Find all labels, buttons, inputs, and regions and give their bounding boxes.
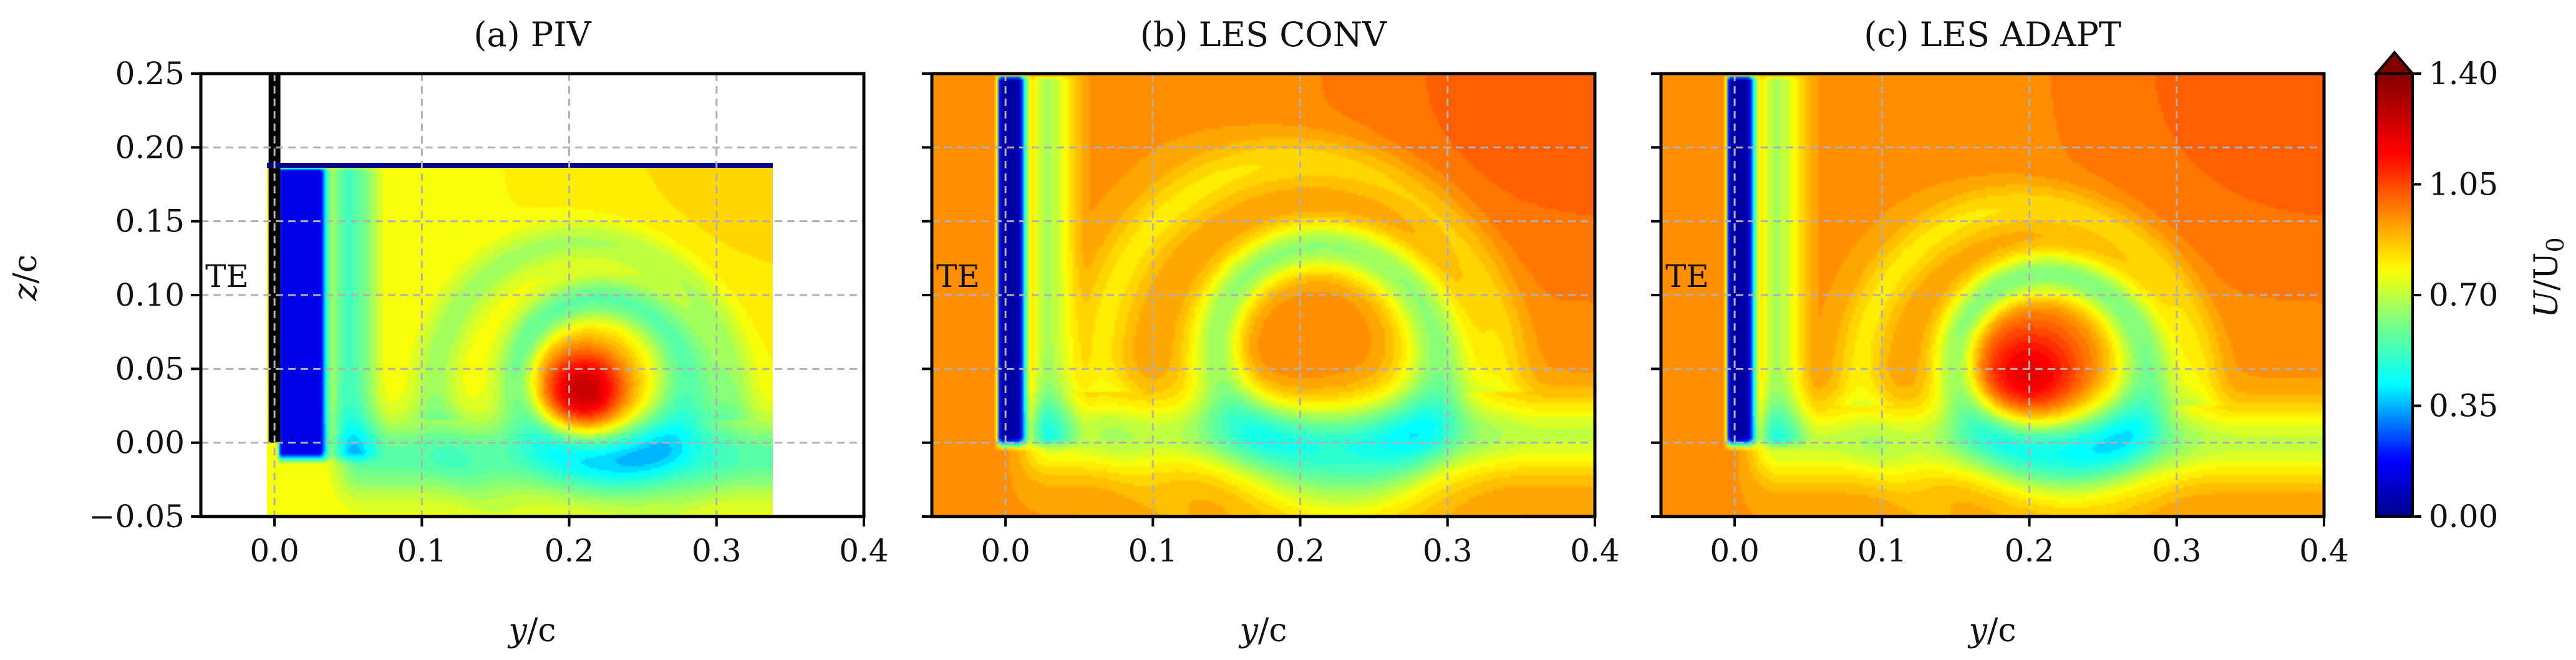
colorbar-tick-label: 1.05 <box>2429 167 2498 203</box>
colorbar-extend-arrow <box>2373 50 2416 75</box>
contour-field <box>267 165 773 517</box>
panel-title: (b) LES CONV <box>1140 15 1387 54</box>
x-axis-label: y/c <box>1967 612 2016 649</box>
colorbar: 0.00 0.35 0.70 1.05 1.40 <box>2373 50 2498 535</box>
x-tick-label: 0.2 <box>545 533 594 569</box>
y-tick-label: −0.05 <box>89 498 185 535</box>
x-tick-label: 0.1 <box>1128 533 1178 569</box>
colorbar-tick-label: 0.00 <box>2429 498 2498 535</box>
grid <box>932 74 1595 517</box>
x-tick-label: 0.3 <box>2152 533 2202 569</box>
x-tick-label: 0.4 <box>1570 533 1620 569</box>
te-annotation: TE <box>205 258 249 294</box>
panel-les-conv: 0.0 0.1 0.2 0.3 0.4 (b) LES CONV TE y/c <box>922 15 1620 649</box>
x-tick-label: 0.2 <box>2005 533 2055 569</box>
colorbar-label: U/U0 <box>2528 237 2569 318</box>
y-tick-label: 0.10 <box>115 277 185 313</box>
grid <box>201 74 864 517</box>
grid <box>1661 74 2324 517</box>
colorbar-tick-label: 0.35 <box>2429 388 2498 424</box>
x-axis-label: y/c <box>1238 612 1287 649</box>
colorbar-gradient <box>2376 74 2413 517</box>
x-tick-label: 0.4 <box>2299 533 2349 569</box>
y-tick-label: 0.25 <box>115 56 185 92</box>
y-axis-label: z/c <box>7 255 44 301</box>
x-tick-label: 0.0 <box>981 533 1030 569</box>
y-tick-label: 0.05 <box>115 351 185 387</box>
te-annotation: TE <box>1665 258 1709 294</box>
y-tick-label: 0.20 <box>115 129 185 165</box>
panel-title: (a) PIV <box>473 15 591 54</box>
panel-piv: 0.0 0.1 0.2 0.3 0.4 −0.05 0.00 0.05 0.10 0.15 0.20… <box>89 15 889 649</box>
y-tick-label: 0.00 <box>115 425 185 461</box>
x-tick-label: 0.1 <box>397 533 447 569</box>
x-tick-label: 0.0 <box>249 533 299 569</box>
x-tick-label: 0.3 <box>1423 533 1473 569</box>
x-tick-label: 0.0 <box>1710 533 1760 569</box>
x-tick-label: 0.3 <box>692 533 742 569</box>
x-tick-label: 0.2 <box>1276 533 1325 569</box>
panel-title: (c) LES ADAPT <box>1864 15 2121 54</box>
y-tick-label: 0.15 <box>115 203 185 240</box>
colorbar-tick-label: 0.70 <box>2429 277 2498 313</box>
x-tick-label: 0.4 <box>839 533 889 569</box>
te-annotation: TE <box>936 258 980 294</box>
x-axis-label: y/c <box>507 612 556 649</box>
colorbar-tick-label: 1.40 <box>2429 56 2498 92</box>
panel-les-adapt: 0.0 0.1 0.2 0.3 0.4 (c) LES ADAPT TE y/c <box>1651 15 2349 649</box>
x-tick-label: 0.1 <box>1857 533 1907 569</box>
